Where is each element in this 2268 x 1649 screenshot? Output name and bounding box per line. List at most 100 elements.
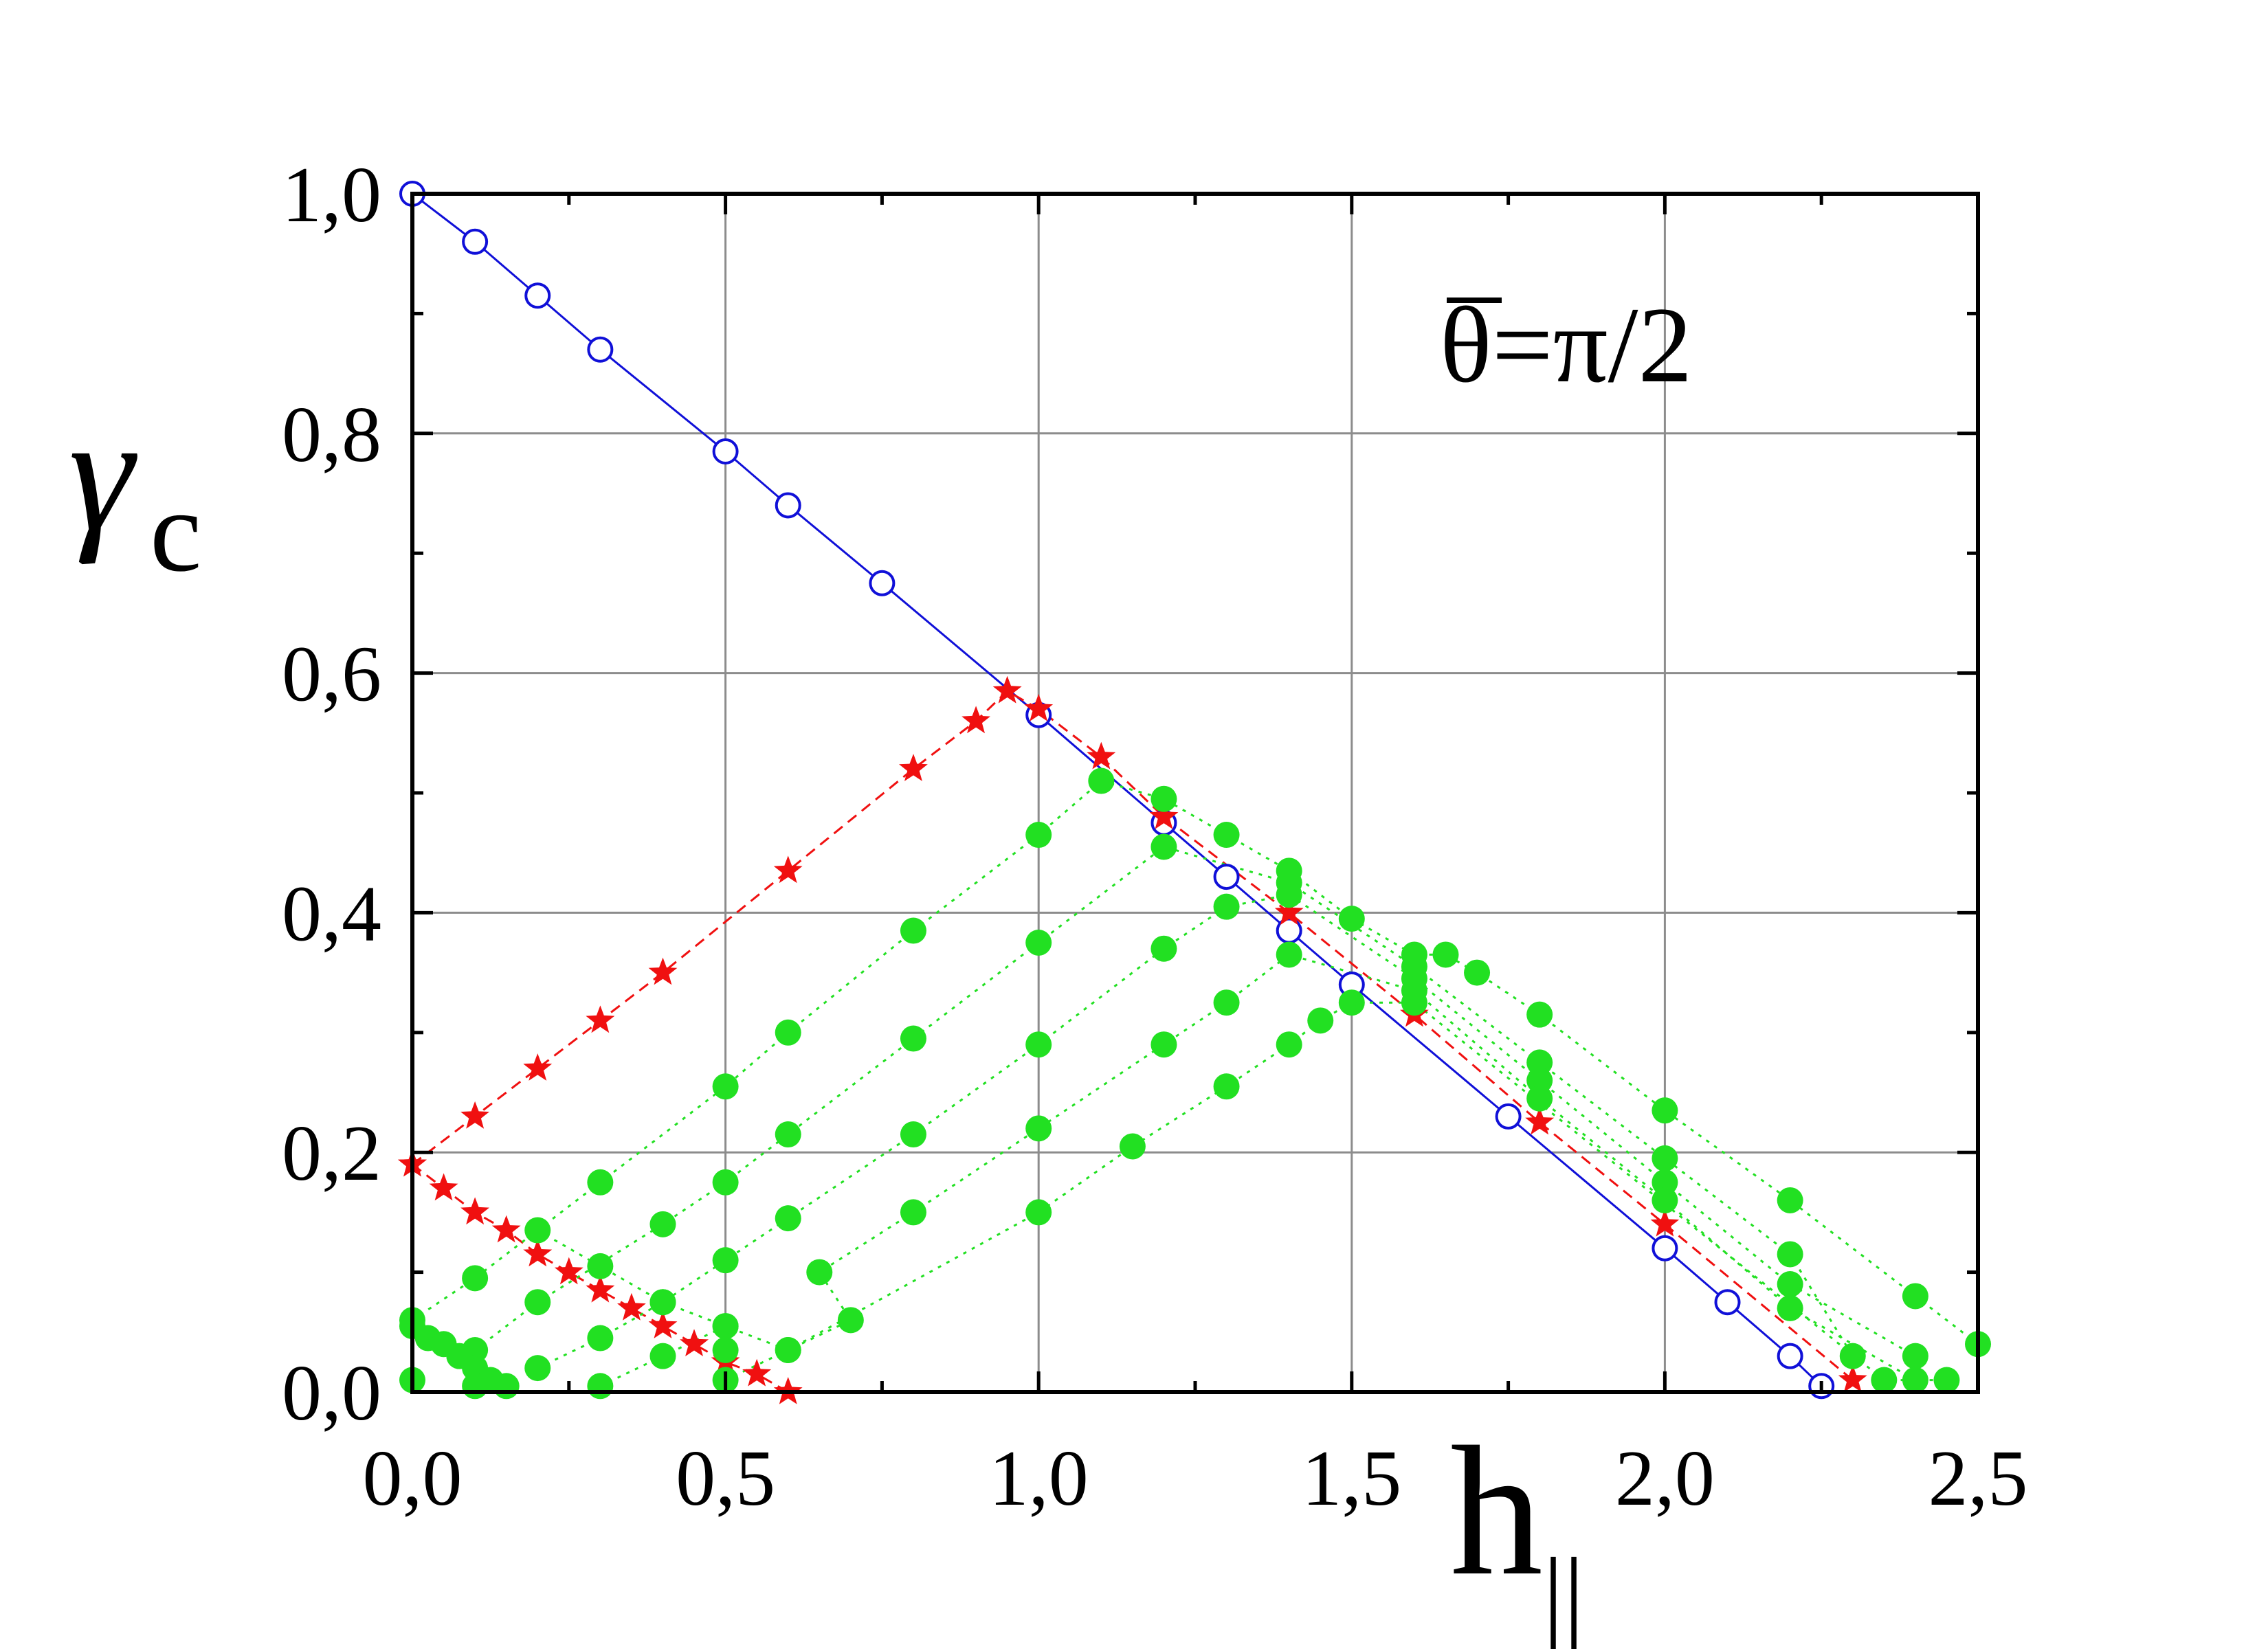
data-point [1526,1049,1553,1076]
data-point [649,1289,676,1316]
data-point [1213,1073,1240,1100]
data-point [1025,822,1052,849]
data-point [1652,1187,1678,1213]
data-point [1902,1283,1928,1310]
data-point [775,1336,801,1363]
x-tick-label: 0,5 [676,1435,775,1523]
data-point [1401,989,1427,1016]
data-point [742,1358,772,1387]
data-point [1213,822,1240,849]
data-point [1276,941,1302,968]
x-tick-labels: 0,0 0,5 1,0 1,5 2,0 2,5 [363,1435,2028,1523]
data-point [460,1101,489,1129]
data-point [1025,1115,1052,1142]
y-tick-label: 0,2 [282,1110,381,1198]
data-point [712,1313,739,1340]
y-tick-label: 1,0 [282,151,381,239]
plot-frame [410,192,1980,1394]
data-point [1274,897,1304,926]
data-point [1087,741,1116,770]
series-line [599,953,1916,1387]
data-point [1119,1133,1146,1160]
data-point [1839,1343,1866,1369]
y-tick-label: 0,8 [282,391,381,479]
data-point [806,1259,833,1286]
data-point [429,1173,458,1201]
axis-ticks [410,192,1980,1394]
data-point [900,1199,926,1226]
data-point [524,1355,551,1382]
data-point [1276,882,1302,908]
data-point [1652,1097,1678,1124]
y-tick-label: 0,6 [282,631,381,719]
data-point [1149,801,1179,829]
data-point [712,438,739,464]
y-tick-label: 0,4 [282,870,381,958]
data-point [712,1247,739,1274]
data-point [493,1373,520,1400]
data-point [587,1373,614,1400]
data-point [587,336,614,363]
x-tick-label: 1,5 [1302,1435,1401,1523]
series-lines [412,192,1979,1393]
x-tick-label: 2,5 [1928,1435,2028,1523]
data-point [462,228,489,255]
data-point [649,1343,676,1369]
data-point [775,492,801,519]
data-point [869,570,896,596]
data-point [1150,1031,1177,1058]
series-line [537,893,1916,1369]
data-point [1432,941,1459,968]
data-point [900,917,926,944]
data-point [462,1265,489,1292]
data-point [1933,1367,1960,1393]
data-point [1652,1235,1678,1261]
data-point [1150,785,1177,812]
data-point [773,855,803,884]
data-point [587,1169,614,1196]
data-point [491,1215,521,1243]
data-point [523,1239,553,1267]
data-point [1838,1365,1867,1393]
y-tick-labels: 0,0 0,2 0,4 0,6 0,8 1,0 [282,151,381,1437]
data-point [1213,864,1240,890]
grid [412,194,1978,1392]
data-point [900,1025,926,1052]
data-point [587,1253,614,1279]
data-point [1652,1145,1678,1171]
data-point [1525,1107,1555,1135]
x-tick-label: 2,0 [1615,1435,1715,1523]
y-axis-title-subscript: c [150,467,201,596]
data-point [1777,1187,1803,1213]
data-point [1871,1367,1898,1393]
x-tick-label: 1,0 [989,1435,1089,1523]
data-point [1650,1209,1680,1237]
data-point [1495,1103,1522,1130]
x-tick-label: 0,0 [363,1435,463,1523]
data-point [1464,959,1491,986]
series-line [724,1001,1947,1382]
data-point [1025,930,1052,956]
data-point [617,1292,646,1321]
data-point [587,1325,614,1351]
data-point [1526,1085,1553,1112]
data-point [648,1311,678,1338]
data-point [1025,1031,1052,1058]
data-point [524,1217,551,1244]
x-axis-title: h [1450,1409,1543,1614]
data-point [1213,989,1240,1016]
data-point [1088,767,1115,794]
data-point [712,1336,739,1363]
data-point [649,1211,676,1237]
y-tick-label: 0,0 [282,1349,381,1437]
data-point [524,282,551,309]
data-point [523,1053,553,1081]
data-point [837,1307,864,1334]
data-point [1902,1343,1928,1369]
series-markers [398,181,1991,1404]
series-line [412,779,1979,1345]
data-point [775,1205,801,1232]
series-line [412,689,1854,1381]
data-point [586,1275,615,1303]
